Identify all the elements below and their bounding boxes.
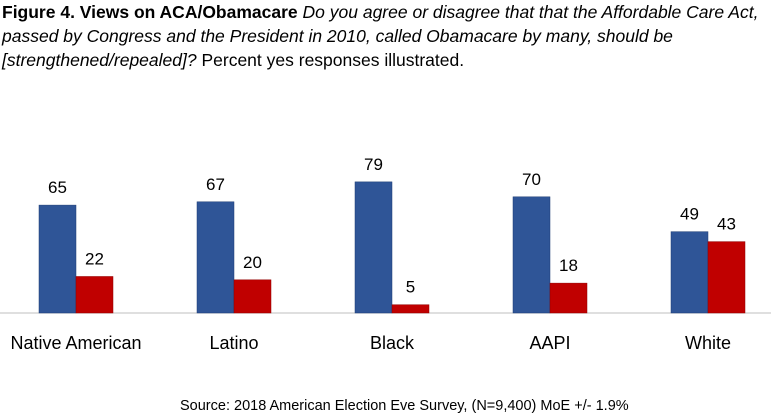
bar-aapi-series-2: [549, 282, 588, 314]
bar-aapi-series-1: [512, 196, 551, 314]
data-label-black-series-1: 79: [364, 155, 383, 174]
bar-black-series-1: [354, 181, 393, 314]
chart-note: Percent yes responses illustrated.: [201, 50, 465, 70]
x-tick-label: AAPI: [529, 333, 570, 353]
data-label-latino-series-1: 67: [206, 175, 225, 194]
x-tick-label: Black: [370, 333, 415, 353]
bar-latino-series-1: [196, 201, 235, 314]
data-label-aapi-series-2: 18: [559, 256, 578, 275]
data-label-native-american-series-2: 22: [85, 249, 104, 268]
data-label-native-american-series-1: 65: [48, 178, 67, 197]
data-label-aapi-series-1: 70: [522, 170, 541, 189]
x-tick-label: White: [685, 333, 731, 353]
bar-black-series-2: [391, 304, 430, 314]
bar-native-american-series-2: [75, 276, 114, 314]
bar-chart: 65 22 Native American 67 20 Latino 79 5 Black 70 1…: [0, 155, 771, 353]
x-tick-label: Latino: [209, 333, 258, 353]
data-label-white-series-1: 49: [680, 205, 699, 224]
survey-question: Do you agree or disagree that that the A…: [2, 2, 759, 70]
source-note: Source: 2018 American Election Eve Surve…: [180, 398, 629, 414]
data-label-black-series-2: 5: [406, 278, 415, 297]
bar-native-american-series-1: [38, 204, 77, 314]
bar-latino-series-2: [233, 279, 272, 314]
bar-white-series-2: [707, 241, 746, 314]
data-label-latino-series-2: 20: [243, 253, 262, 272]
bar-white-series-1: [670, 231, 709, 314]
x-tick-label: Native American: [10, 333, 141, 353]
figure-label: Figure 4. Views on ACA/Obamacare: [2, 2, 298, 22]
chart-title: Figure 4. Views on ACA/Obamacare Do you …: [2, 0, 767, 72]
data-label-white-series-2: 43: [717, 215, 736, 234]
